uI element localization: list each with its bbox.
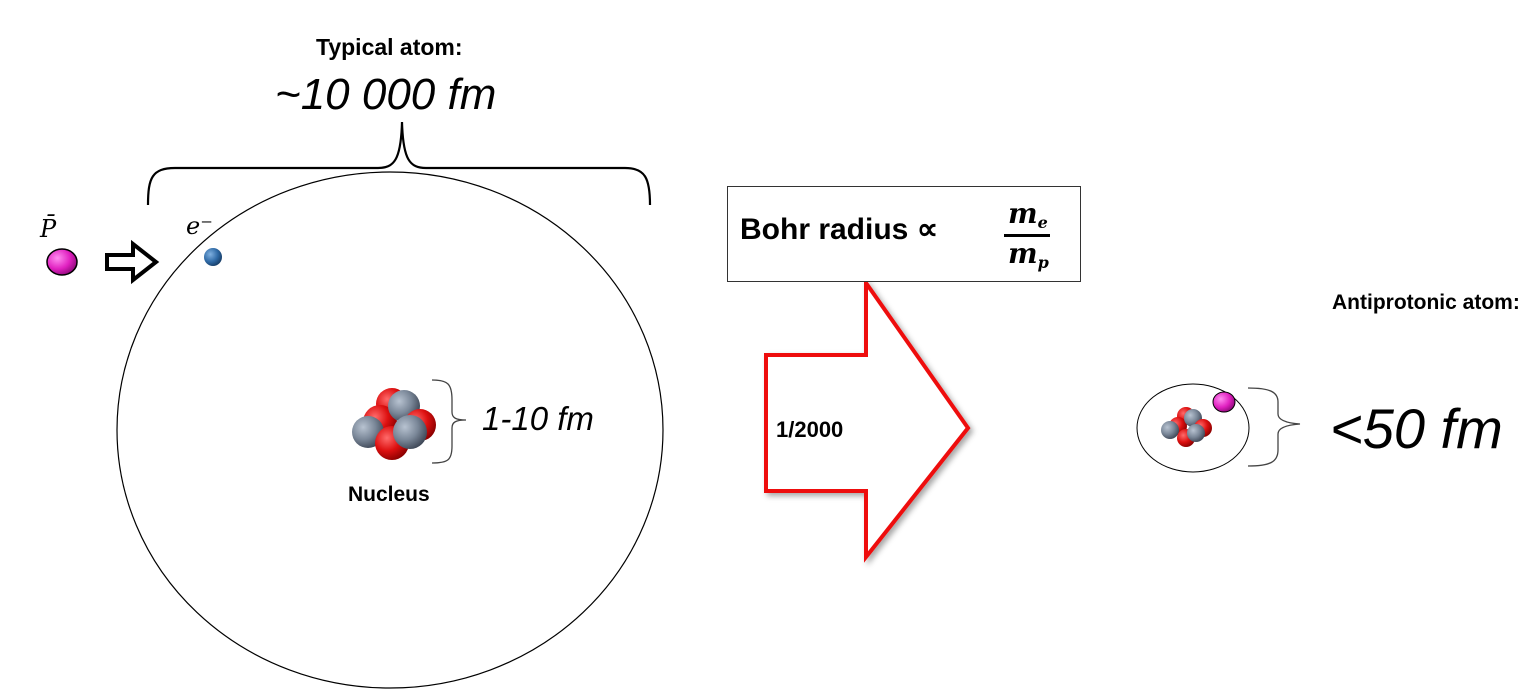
- antiprotonic-nucleus: [1161, 407, 1212, 447]
- antiproton: [46, 248, 78, 276]
- reduction-label: 1/2000: [776, 417, 844, 442]
- bohr-radius-box: Bohr radius ∝ me mp: [727, 186, 1081, 282]
- antiproton-bound: [1212, 391, 1236, 413]
- electron-label: e⁻: [186, 212, 213, 240]
- incoming-arrow: [105, 239, 160, 285]
- typical-atom-title: Typical atom:: [316, 34, 463, 60]
- bohr-fraction-denominator: mp: [1008, 237, 1049, 272]
- bohr-radius-text: Bohr radius ∝: [740, 213, 939, 246]
- bohr-fraction-numerator: me: [1008, 197, 1048, 232]
- typical-atom-size: ~10 000 fm: [275, 70, 497, 119]
- reduction-arrow: [764, 276, 971, 563]
- antiprotonic-atom-title: Antiprotonic atom:: [1332, 291, 1520, 314]
- atom-size-brace: [146, 121, 652, 206]
- nucleus-size-label: 1-10 fm: [482, 400, 594, 437]
- atom-orbit: [116, 171, 664, 689]
- antiprotonic-orbit: [1136, 383, 1250, 473]
- bohr-fraction-bar: [1004, 234, 1050, 237]
- antiprotonic-size-brace: [1247, 387, 1301, 467]
- antiproton-label: P̄: [40, 215, 57, 243]
- antiprotonic-atom-size: <50 fm: [1330, 397, 1503, 460]
- nucleus-label: Nucleus: [348, 483, 430, 506]
- nucleus-size-brace: [431, 379, 467, 464]
- nucleus-cluster: [352, 388, 436, 460]
- electron: [204, 248, 222, 266]
